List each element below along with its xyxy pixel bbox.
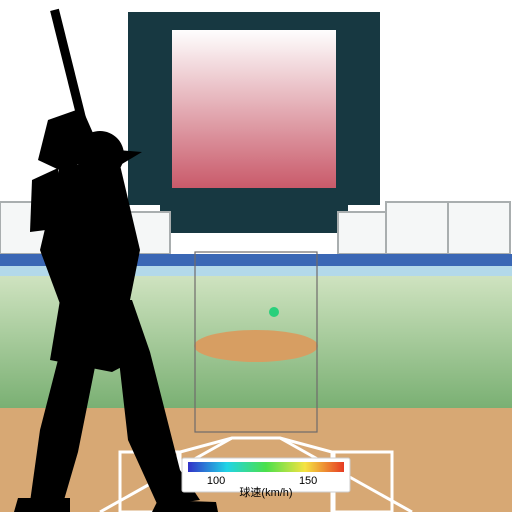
pitchers-mound: [194, 330, 318, 362]
legend-label: 球速(km/h): [239, 485, 292, 499]
scoreboard-base: [160, 205, 348, 233]
pitch-location: [269, 307, 279, 317]
legend-tick: 150: [299, 475, 317, 487]
pitch-chart: 100 150 球速(km/h): [0, 0, 512, 512]
scoreboard-panel: [172, 30, 336, 188]
legend-tick: 100: [207, 475, 225, 487]
